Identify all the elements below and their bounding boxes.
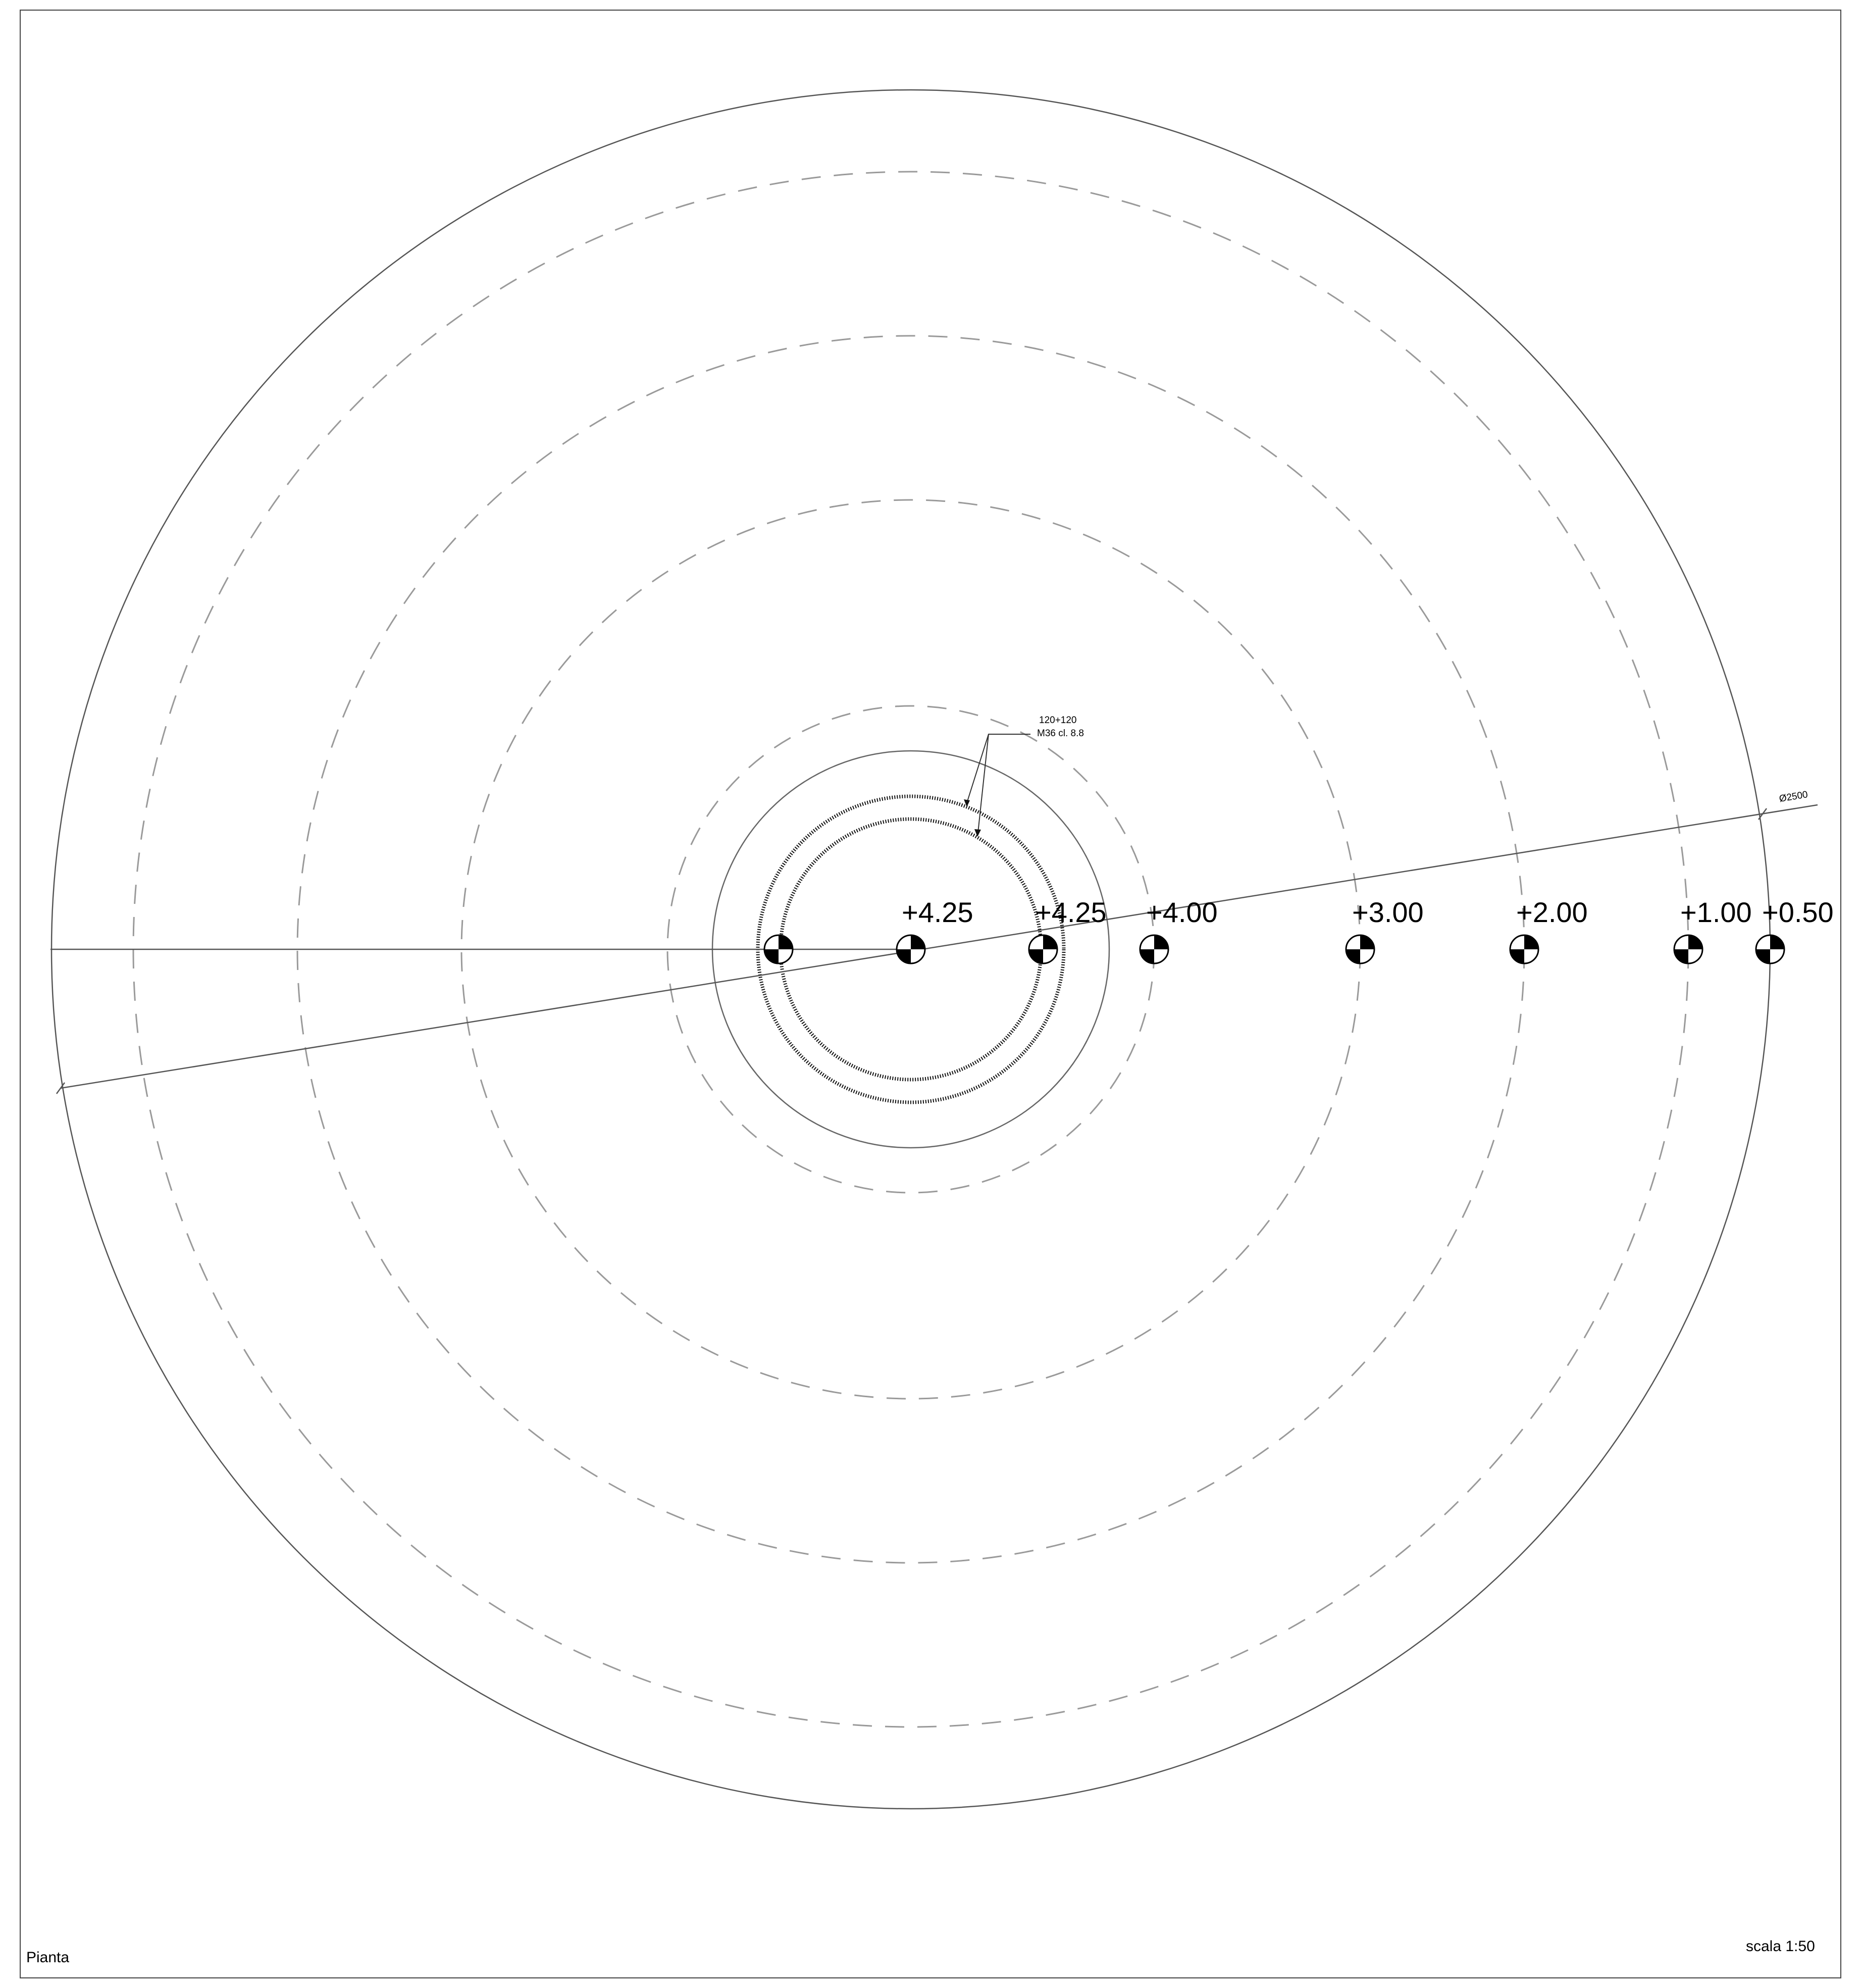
level-marker [896, 934, 926, 964]
bolt-leader-line [966, 734, 1030, 803]
view-title: Pianta [26, 1949, 69, 1966]
level-marker [1673, 934, 1703, 964]
sheet-frame [20, 10, 1841, 1978]
diameter-tick-left [56, 1082, 66, 1094]
level-label: +4.00 [1146, 896, 1218, 928]
scale-label: scala 1:50 [1746, 1938, 1815, 1955]
level-label: +1.00 [1680, 896, 1752, 928]
level-marker [1028, 934, 1058, 964]
level-label: +3.00 [1352, 896, 1424, 928]
bolt-callout: 120+120 M36 cl. 8.8 [964, 715, 1084, 837]
level-label: +4.25 [902, 896, 973, 928]
diameter-label: Ø2500 [1778, 789, 1808, 804]
level-marker [1509, 934, 1539, 964]
level-marker [763, 934, 794, 964]
bolt-arrowhead-outer [964, 799, 970, 807]
level-marker [1755, 934, 1785, 964]
diameter-tick-right [1757, 808, 1768, 820]
bolt-note-line-1: 120+120 [1039, 715, 1077, 726]
bolt-leader-branch [977, 734, 989, 833]
level-marker [1139, 934, 1169, 964]
level-marker [1345, 934, 1375, 964]
level-label: +2.00 [1516, 896, 1588, 928]
bolt-note-line-2: M36 cl. 8.8 [1037, 728, 1084, 739]
diameter-dimension-line [60, 804, 1818, 1089]
level-label: +4.25 [1035, 896, 1107, 928]
level-label: +0.50 [1762, 896, 1834, 928]
bolt-arrowhead-inner [974, 829, 981, 837]
